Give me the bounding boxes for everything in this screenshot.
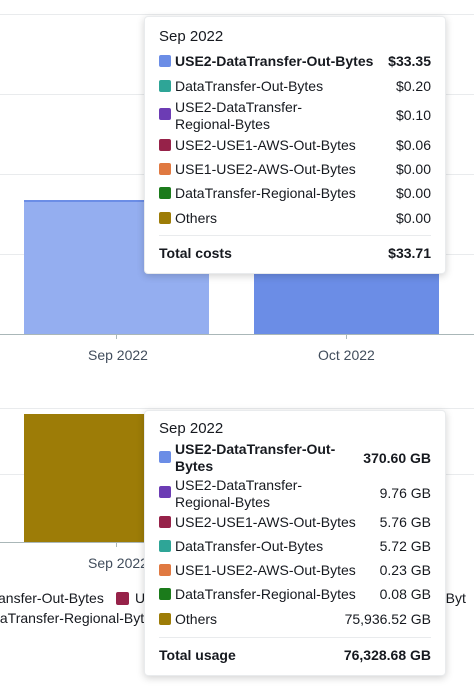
series-name: DataTransfer-Regional-Bytes [175,586,356,602]
series-name: USE2-DataTransfer-Regional-Bytes [175,477,303,510]
tooltip-divider [159,235,431,236]
series-swatch [159,588,171,600]
series-value: $0.00 [395,210,431,226]
series-name: Others [175,210,218,226]
series-swatch [159,80,171,92]
legend-swatch [116,592,129,605]
series-name: USE2-USE1-AWS-Out-Bytes [175,137,356,153]
series-name: Others [175,611,218,627]
x-axis [0,542,160,543]
tooltip-row: USE2-USE1-AWS-Out-Bytes $0.06 [159,137,431,155]
series-swatch [159,516,171,528]
bar-oct-2022[interactable] [254,262,439,334]
tooltip-row: USE2-USE1-AWS-Out-Bytes 5.76 GB [159,514,431,532]
tooltip-row: Others $0.00 [159,210,431,228]
tooltip-title: Sep 2022 [159,420,224,437]
tooltip-total-row: Total usage 76,328.68 GB [159,647,431,665]
tooltip-row: DataTransfer-Out-Bytes $0.20 [159,78,431,96]
series-name: DataTransfer-Out-Bytes [175,538,324,554]
x-tick-label: Sep 2022 [88,555,148,571]
x-tick [116,542,117,547]
series-swatch [159,564,171,576]
series-value: 370.60 GB [363,450,431,466]
series-swatch [159,451,171,463]
series-value: 0.23 GB [379,562,431,578]
tooltip-row: Others 75,936.52 GB [159,611,431,629]
series-name: USE2-USE1-AWS-Out-Bytes [175,514,356,530]
usage-tooltip: Sep 2022 USE2-DataTransfer-Out-Bytes 370… [144,410,446,676]
total-label: Total costs [159,245,232,261]
series-value: 0.08 GB [379,586,431,602]
series-value: $0.06 [395,137,431,153]
series-name: DataTransfer-Out-Bytes [175,78,324,94]
x-tick-label: Sep 2022 [88,347,148,363]
series-swatch [159,212,171,224]
gridline [0,14,474,15]
series-value: 75,936.52 GB [344,611,431,627]
series-value: $0.20 [395,78,431,94]
series-value: 9.76 GB [379,485,431,501]
tooltip-divider [159,637,431,638]
tooltip-row: DataTransfer-Regional-Bytes $0.00 [159,185,431,203]
total-value: $33.71 [388,245,431,261]
series-name: USE1-USE2-AWS-Out-Bytes [175,161,356,177]
bar-sep-2022-usage[interactable] [24,414,154,542]
series-name: USE2-DataTransfer-Out-Bytes [175,441,336,474]
series-name: USE1-USE2-AWS-Out-Bytes [175,562,356,578]
series-swatch [159,486,171,498]
series-swatch [159,613,171,625]
gridline [0,408,474,409]
x-tick [346,334,347,339]
tooltip-row: USE2-DataTransfer-Out-Bytes $33.35 [159,53,431,71]
tooltip-row: USE2-DataTransfer-Regional-Bytes 9.76 GB [159,477,431,513]
legend-item-datatransfer-regional-bytes[interactable]: taTransfer-Regional-Byte [0,610,152,626]
legend-label: taTransfer-Regional-Byte [0,610,152,626]
series-value: $0.00 [395,185,431,201]
series-swatch [159,163,171,175]
series-name: USE2-DataTransfer-Regional-Bytes [175,99,303,132]
x-axis [0,334,474,335]
x-tick-label: Oct 2022 [318,347,375,363]
series-swatch [159,187,171,199]
series-value: $33.35 [388,53,431,69]
tooltip-row: DataTransfer-Out-Bytes 5.72 GB [159,538,431,556]
legend-label: -Byt [441,590,466,606]
tooltip-title: Sep 2022 [159,28,224,45]
total-label: Total usage [159,647,236,663]
series-swatch [159,55,171,67]
tooltip-total-row: Total costs $33.71 [159,245,431,263]
legend-item-partial-right[interactable]: -Byt [441,590,466,606]
series-value: $0.10 [395,107,431,123]
total-value: 76,328.68 GB [343,647,431,663]
tooltip-row: USE1-USE2-AWS-Out-Bytes $0.00 [159,161,431,179]
series-swatch [159,139,171,151]
series-name: DataTransfer-Regional-Bytes [175,185,356,201]
tooltip-row: DataTransfer-Regional-Bytes 0.08 GB [159,586,431,604]
legend-label: ansfer-Out-Bytes [0,590,104,606]
legend-item-datatransfer-out-bytes[interactable]: ansfer-Out-Bytes [0,590,104,606]
tooltip-row: USE1-USE2-AWS-Out-Bytes 0.23 GB [159,562,431,580]
tooltip-row: USE2-DataTransfer-Regional-Bytes $0.10 [159,99,431,135]
series-name: USE2-DataTransfer-Out-Bytes [175,53,374,69]
tooltip-row: USE2-DataTransfer-Out-Bytes 370.60 GB [159,441,431,477]
series-value: $0.00 [395,161,431,177]
series-swatch [159,108,171,120]
series-value: 5.72 GB [379,538,431,554]
series-value: 5.76 GB [379,514,431,530]
x-tick [116,334,117,339]
cost-tooltip: Sep 2022 USE2-DataTransfer-Out-Bytes $33… [144,16,446,274]
series-swatch [159,540,171,552]
